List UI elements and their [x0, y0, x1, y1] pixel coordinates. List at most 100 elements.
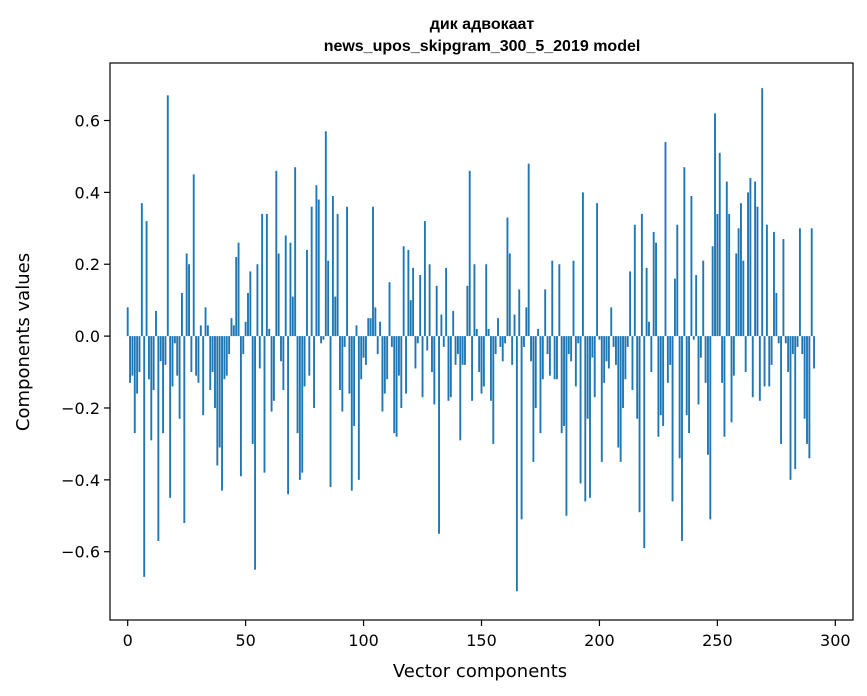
bar — [744, 336, 747, 373]
bar — [638, 336, 641, 513]
bar — [355, 325, 358, 337]
bar — [353, 336, 356, 426]
bar — [706, 336, 709, 455]
bar — [615, 336, 617, 365]
bar — [730, 336, 733, 423]
bar — [461, 336, 464, 365]
bar — [374, 307, 377, 337]
bar — [749, 177, 752, 337]
bar — [195, 336, 198, 376]
bar — [249, 271, 252, 337]
bar — [320, 336, 323, 344]
bar — [622, 336, 624, 408]
bar — [433, 336, 436, 405]
bar — [728, 213, 731, 337]
bar — [346, 206, 348, 337]
bar — [546, 336, 549, 355]
bar — [431, 336, 433, 373]
bar — [140, 203, 143, 337]
bar — [202, 336, 205, 416]
bar — [445, 267, 448, 337]
bar — [459, 336, 462, 441]
y-tick-label: 0.0 — [75, 327, 100, 346]
bar — [761, 88, 764, 337]
bar — [357, 336, 360, 480]
bar — [230, 318, 233, 337]
bar — [162, 336, 165, 434]
bar — [806, 336, 808, 444]
bar — [501, 336, 504, 362]
bar — [327, 260, 330, 337]
bar — [405, 336, 407, 394]
bar — [209, 336, 212, 391]
bar — [306, 249, 308, 337]
bar — [803, 336, 806, 419]
bar — [407, 249, 410, 337]
bar — [579, 336, 582, 484]
bars-group — [126, 88, 816, 592]
bar — [440, 314, 443, 337]
bar — [511, 336, 514, 365]
bar — [254, 336, 257, 570]
bar — [376, 336, 379, 355]
bar — [711, 246, 714, 337]
bar — [497, 318, 499, 337]
bar — [185, 253, 188, 337]
bar — [147, 336, 150, 380]
bar — [570, 336, 573, 362]
bar — [136, 336, 139, 394]
x-tick-label: 250 — [702, 631, 733, 650]
bar — [152, 336, 155, 391]
bar — [709, 336, 712, 520]
bar — [438, 336, 440, 534]
bar — [801, 336, 804, 355]
chart-title-line2: news_upos_skipgram_300_5_2019 model — [324, 38, 641, 55]
bar — [296, 336, 299, 434]
bar — [379, 321, 382, 337]
bar — [244, 321, 247, 337]
bar — [390, 336, 393, 347]
bar — [685, 336, 688, 416]
bar — [633, 224, 636, 337]
bar — [204, 307, 207, 337]
bar — [808, 336, 811, 459]
bar — [565, 336, 568, 516]
bar — [166, 95, 169, 337]
bar — [381, 336, 384, 412]
bar — [239, 336, 242, 477]
bar — [683, 167, 686, 337]
bar — [181, 292, 183, 337]
bar — [544, 289, 547, 337]
bar — [640, 213, 643, 337]
bar — [777, 336, 780, 344]
bar — [317, 199, 320, 337]
bar — [423, 221, 426, 337]
bar — [593, 336, 596, 398]
bar — [758, 336, 761, 401]
y-tick-label: 0.6 — [75, 111, 100, 130]
bar — [798, 228, 801, 337]
bar — [176, 336, 179, 376]
bar — [489, 336, 492, 401]
bar — [251, 336, 254, 444]
bar — [791, 336, 794, 355]
bar — [466, 285, 469, 337]
x-tick-label: 300 — [820, 631, 851, 650]
bar — [697, 336, 700, 405]
bar — [527, 163, 530, 337]
bar — [157, 336, 160, 541]
bar — [636, 336, 639, 419]
bar — [558, 264, 561, 337]
bar — [572, 260, 575, 337]
chart-title-line1: дик адвокаат — [430, 16, 535, 33]
bar — [518, 289, 521, 337]
bar — [494, 336, 497, 355]
bar — [409, 300, 412, 337]
bar — [487, 328, 490, 337]
bar — [763, 336, 766, 387]
bar — [600, 336, 603, 462]
bar — [169, 336, 172, 498]
bar — [447, 336, 450, 401]
bar — [563, 336, 565, 426]
